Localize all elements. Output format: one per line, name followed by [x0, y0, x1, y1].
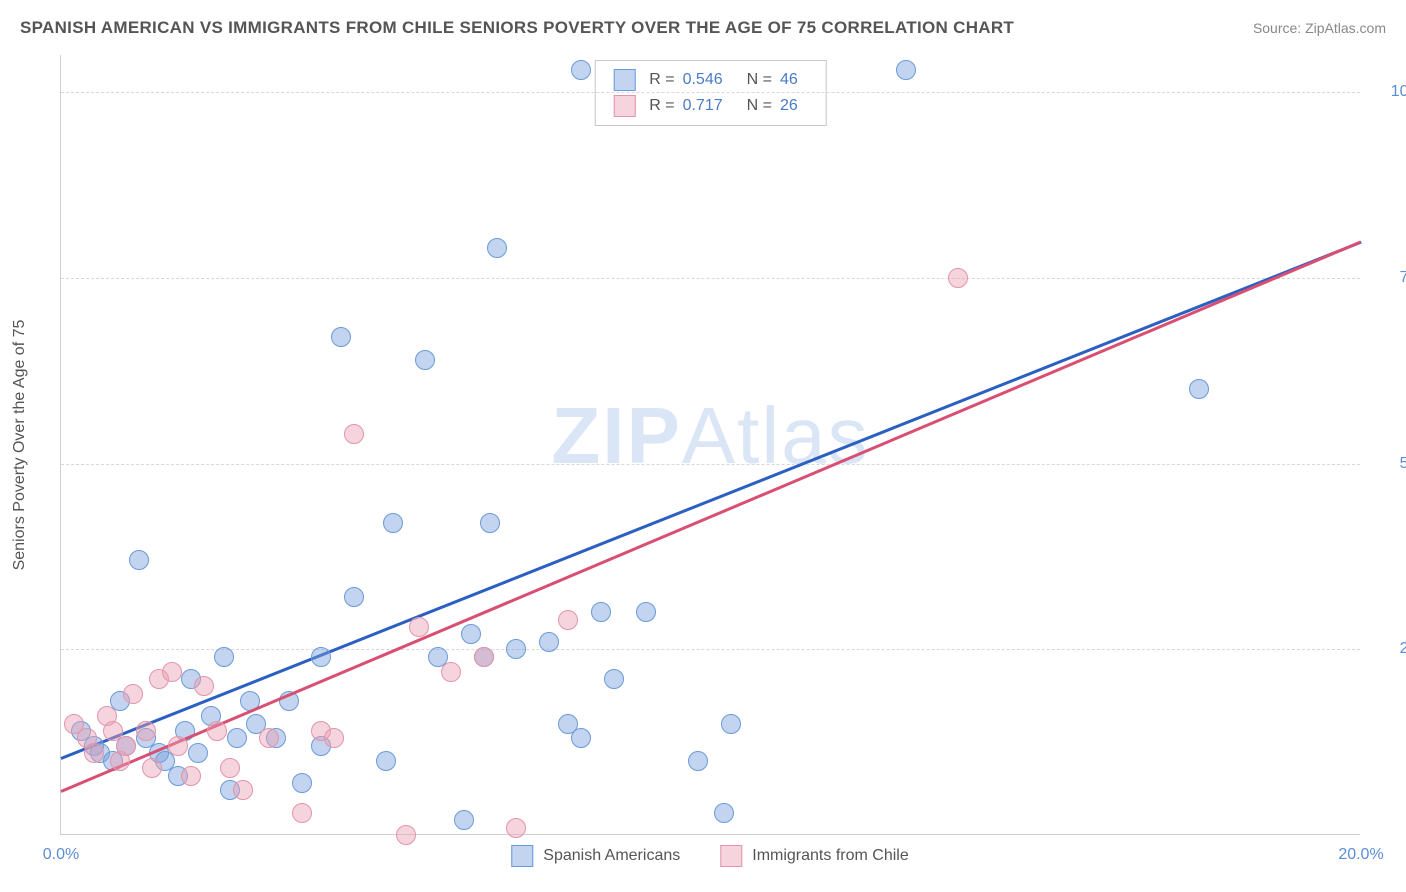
legend-swatch [613, 69, 635, 91]
data-point [292, 803, 312, 823]
data-point [194, 676, 214, 696]
data-point [311, 647, 331, 667]
data-point [474, 647, 494, 667]
legend-item: Spanish Americans [511, 845, 680, 867]
data-point [454, 810, 474, 830]
data-point [487, 238, 507, 258]
legend-swatch [720, 845, 742, 867]
data-point [441, 662, 461, 682]
data-point [571, 60, 591, 80]
watermark-bold: ZIP [551, 390, 681, 479]
r-label: R = [649, 97, 674, 115]
data-point [331, 327, 351, 347]
data-point [506, 639, 526, 659]
data-point [636, 602, 656, 622]
n-value: 46 [780, 71, 798, 89]
data-point [84, 743, 104, 763]
data-point [168, 736, 188, 756]
legend-stats-row: R = 0.546 N = 46 [613, 67, 808, 93]
data-point [383, 513, 403, 533]
data-point [480, 513, 500, 533]
data-point [1189, 379, 1209, 399]
legend-item: Immigrants from Chile [720, 845, 908, 867]
r-label: R = [649, 71, 674, 89]
data-point [129, 550, 149, 570]
chart-title: SPANISH AMERICAN VS IMMIGRANTS FROM CHIL… [20, 18, 1014, 38]
data-point [571, 728, 591, 748]
data-point [714, 803, 734, 823]
y-axis-label: Seniors Poverty Over the Age of 75 [11, 320, 29, 571]
data-point [948, 268, 968, 288]
plot-area: ZIPAtlas R =0.546N =46R =0.717N =26 25.0… [60, 55, 1360, 835]
data-point [324, 728, 344, 748]
data-point [539, 632, 559, 652]
data-point [396, 825, 416, 845]
r-value: 0.546 [683, 71, 723, 89]
data-point [259, 728, 279, 748]
data-point [506, 818, 526, 838]
legend-swatch [511, 845, 533, 867]
data-point [142, 758, 162, 778]
data-point [233, 780, 253, 800]
data-point [188, 743, 208, 763]
y-tick-label: 50.0% [1370, 455, 1406, 473]
data-point [376, 751, 396, 771]
data-point [688, 751, 708, 771]
gridline [61, 649, 1360, 650]
n-label: N = [747, 97, 772, 115]
data-point [591, 602, 611, 622]
data-point [123, 684, 143, 704]
y-tick-label: 25.0% [1370, 640, 1406, 658]
chart-container: Seniors Poverty Over the Age of 75 ZIPAt… [60, 55, 1360, 835]
data-point [214, 647, 234, 667]
trend-line [60, 241, 1361, 793]
legend-label: Immigrants from Chile [752, 847, 908, 865]
gridline [61, 278, 1360, 279]
source-attribution: Source: ZipAtlas.com [1253, 20, 1386, 36]
data-point [344, 424, 364, 444]
n-label: N = [747, 71, 772, 89]
gridline [61, 464, 1360, 465]
data-point [227, 728, 247, 748]
data-point [344, 587, 364, 607]
data-point [409, 617, 429, 637]
watermark-rest: Atlas [682, 390, 870, 479]
series-legend: Spanish Americans Immigrants from Chile [511, 845, 908, 867]
data-point [604, 669, 624, 689]
data-point [220, 758, 240, 778]
data-point [461, 624, 481, 644]
data-point [162, 662, 182, 682]
y-tick-label: 100.0% [1370, 83, 1406, 101]
data-point [207, 721, 227, 741]
legend-swatch [613, 95, 635, 117]
trend-line [60, 241, 1361, 760]
y-tick-label: 75.0% [1370, 269, 1406, 287]
data-point [415, 350, 435, 370]
data-point [721, 714, 741, 734]
x-tick-label: 0.0% [43, 846, 79, 864]
data-point [292, 773, 312, 793]
legend-stats-row: R = 0.717 N = 26 [613, 93, 808, 119]
data-point [116, 736, 136, 756]
r-value: 0.717 [683, 97, 723, 115]
data-point [896, 60, 916, 80]
data-point [558, 610, 578, 630]
gridline [61, 92, 1360, 93]
legend-label: Spanish Americans [543, 847, 680, 865]
data-point [136, 721, 156, 741]
n-value: 26 [780, 97, 798, 115]
x-tick-label: 20.0% [1338, 846, 1383, 864]
data-point [181, 766, 201, 786]
